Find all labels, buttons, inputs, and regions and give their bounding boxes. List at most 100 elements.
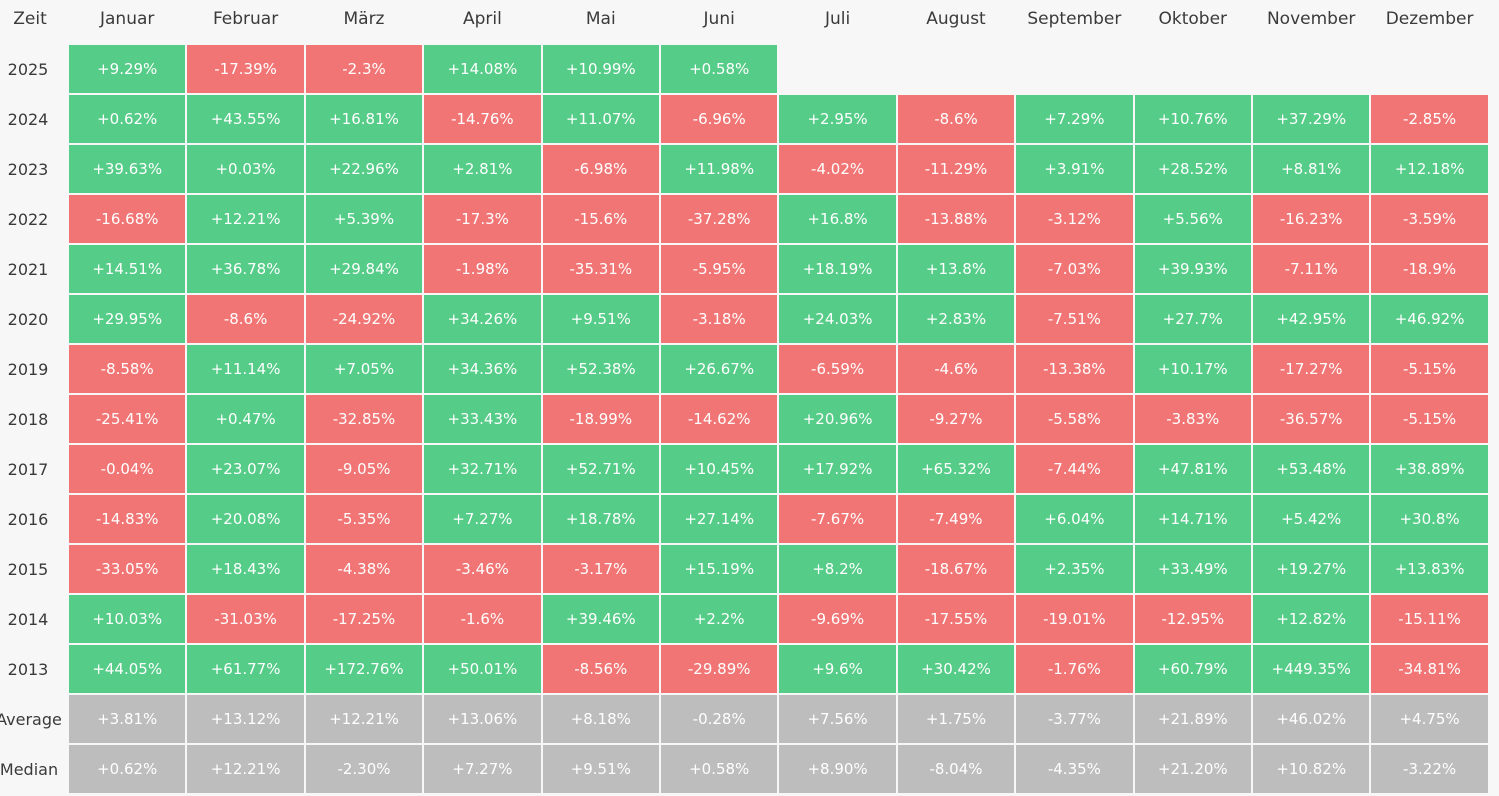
heatmap-cell: +53.48%	[1253, 445, 1370, 493]
heatmap-cell: -18.9%	[1371, 245, 1488, 293]
heatmap-cell: +9.29%	[69, 45, 186, 93]
heatmap-cell: -1.6%	[424, 595, 541, 643]
heatmap-cell: -8.56%	[542, 645, 659, 693]
heatmap-cell: +6.04%	[1016, 495, 1133, 543]
heatmap-cell: +52.38%	[542, 345, 659, 393]
heatmap-cell: +13.83%	[1371, 545, 1488, 593]
heatmap-cell: +12.21%	[187, 195, 304, 243]
heatmap-cell: +38.89%	[1371, 445, 1488, 493]
heatmap-cell: +39.46%	[542, 595, 659, 643]
heatmap-cell: +33.43%	[424, 395, 541, 443]
heatmap-cell: +50.01%	[424, 645, 541, 693]
heatmap-cell: +4.75%	[1371, 695, 1488, 743]
heatmap-cell: +15.19%	[661, 545, 778, 593]
heatmap-cell: -6.96%	[661, 95, 778, 143]
heatmap-cell: +2.95%	[779, 95, 896, 143]
heatmap-cell: +16.8%	[779, 195, 896, 243]
heatmap-cell: +8.2%	[779, 545, 896, 593]
heatmap-cell: +0.47%	[187, 395, 304, 443]
heatmap-cell: -1.76%	[1016, 645, 1133, 693]
heatmap-cell: +26.67%	[661, 345, 778, 393]
heatmap-cell: -12.95%	[1134, 595, 1251, 643]
column-header-12: Dezember	[1385, 9, 1474, 29]
heatmap-cell: +0.62%	[69, 745, 186, 793]
heatmap-cell: +44.05%	[69, 645, 186, 693]
heatmap-cell: -3.12%	[1016, 195, 1133, 243]
heatmap-cell: -0.04%	[69, 445, 186, 493]
heatmap-cell: +29.84%	[305, 245, 423, 293]
heatmap-cell: +3.91%	[1016, 145, 1133, 193]
heatmap-cell: -7.44%	[1016, 445, 1133, 493]
heatmap-cell: -3.22%	[1371, 745, 1488, 793]
heatmap-cell: +7.29%	[1016, 95, 1133, 143]
heatmap-cell: +7.27%	[424, 495, 541, 543]
heatmap-cell: +60.79%	[1134, 645, 1251, 693]
heatmap-cell: -17.25%	[305, 595, 423, 643]
heatmap-cell: -13.88%	[897, 195, 1015, 243]
heatmap-cell: +42.95%	[1253, 295, 1370, 343]
heatmap-cell: +2.81%	[424, 145, 541, 193]
heatmap-cell: -15.6%	[542, 195, 659, 243]
heatmap-cell: -2.30%	[305, 745, 423, 793]
heatmap-cell: -3.77%	[1016, 695, 1133, 743]
heatmap-cell: +10.17%	[1134, 345, 1251, 393]
heatmap-cell: +65.32%	[897, 445, 1015, 493]
heatmap-cell: +22.96%	[305, 145, 423, 193]
column-header-5: Mai	[585, 9, 616, 29]
row-label: 2013	[7, 659, 49, 679]
row-label: 2015	[7, 559, 49, 579]
corner-header-zeit: Zeit	[13, 9, 47, 29]
heatmap-cell: -24.92%	[305, 295, 423, 343]
heatmap-cell: +16.81%	[305, 95, 423, 143]
heatmap-cell: +20.96%	[779, 395, 896, 443]
heatmap-cell: -7.51%	[1016, 295, 1133, 343]
heatmap-cell: +1.75%	[897, 695, 1015, 743]
heatmap-cell: -4.6%	[897, 345, 1015, 393]
heatmap-cell: -34.81%	[1371, 645, 1488, 693]
heatmap-cell: +10.82%	[1253, 745, 1370, 793]
heatmap-cell: -5.15%	[1371, 395, 1488, 443]
heatmap-cell: +36.78%	[187, 245, 304, 293]
heatmap-cell: -36.57%	[1253, 395, 1370, 443]
heatmap-cell: +21.20%	[1134, 745, 1251, 793]
heatmap-cell: +17.92%	[779, 445, 896, 493]
heatmap-cell: +28.52%	[1134, 145, 1251, 193]
column-header-11: November	[1266, 9, 1356, 29]
heatmap-cell: -3.18%	[661, 295, 778, 343]
heatmap-cell: +13.12%	[187, 695, 304, 743]
heatmap-cell: +12.18%	[1371, 145, 1488, 193]
heatmap-cell: +0.03%	[187, 145, 304, 193]
heatmap-cell: +7.05%	[305, 345, 423, 393]
heatmap-cell: +0.58%	[661, 45, 778, 93]
heatmap-cell: -14.62%	[661, 395, 778, 443]
heatmap-cell: -5.58%	[1016, 395, 1133, 443]
heatmap-cell: -8.58%	[69, 345, 186, 393]
column-header-10: Oktober	[1158, 9, 1228, 29]
row-label: 2014	[7, 609, 49, 629]
heatmap-cell: -11.29%	[897, 145, 1015, 193]
column-header-9: September	[1027, 9, 1122, 29]
heatmap-cell: +2.2%	[661, 595, 778, 643]
heatmap-cell: +5.42%	[1253, 495, 1370, 543]
heatmap-cell: +46.92%	[1371, 295, 1488, 343]
row-label: Median	[0, 759, 59, 779]
row-label: 2022	[7, 209, 49, 229]
row-label: 2025	[7, 59, 49, 79]
heatmap-cell: +5.56%	[1134, 195, 1251, 243]
heatmap-cell: +10.03%	[69, 595, 186, 643]
heatmap-cell: -2.3%	[305, 45, 423, 93]
row-label: 2019	[7, 359, 49, 379]
heatmap-cell: +8.81%	[1253, 145, 1370, 193]
row-label: 2018	[7, 409, 49, 429]
column-header-4: April	[462, 9, 502, 29]
heatmap-cell: +14.08%	[424, 45, 541, 93]
heatmap-cell: +23.07%	[187, 445, 304, 493]
heatmap-cell: +11.98%	[661, 145, 778, 193]
heatmap-cell: -19.01%	[1016, 595, 1133, 643]
heatmap-cell: -3.59%	[1371, 195, 1488, 243]
heatmap-cell: +172.76%	[305, 645, 423, 693]
heatmap-cell: +14.71%	[1134, 495, 1251, 543]
heatmap-cell: +0.62%	[69, 95, 186, 143]
heatmap-cell: +27.7%	[1134, 295, 1251, 343]
